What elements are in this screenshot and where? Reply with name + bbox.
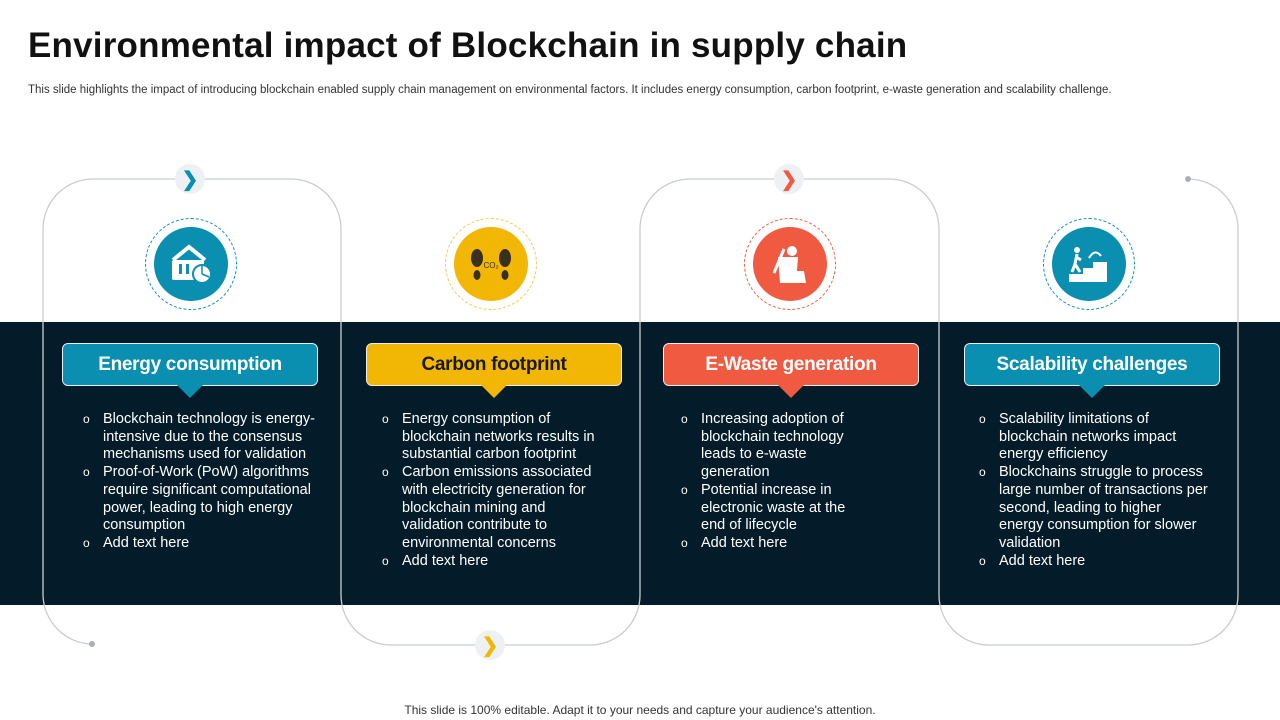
pointer-arrow <box>778 385 804 398</box>
bullets-carbon: Energy consumption of blockchain network… <box>382 411 610 570</box>
pointer-arrow <box>1079 385 1105 398</box>
page-subtitle: This slide highlights the impact of intr… <box>28 84 1112 96</box>
path-end-dot <box>1185 176 1191 182</box>
bullet-item: Blockchain technology is energy-intensiv… <box>83 411 323 464</box>
label-scalability-challenges: Scalability challenges <box>964 343 1220 398</box>
path-start-dot <box>89 641 95 647</box>
card-title: Carbon footprint <box>421 353 567 375</box>
bullet-item: Carbon emissions associated with electri… <box>382 464 610 553</box>
bullet-item: Add text here <box>83 535 323 553</box>
climbing-stairs-icon <box>1043 218 1135 310</box>
card-title: Energy consumption <box>98 353 282 375</box>
label-energy-consumption: Energy consumption <box>62 343 318 398</box>
page-title: Environmental impact of Blockchain in su… <box>28 26 908 65</box>
bullet-item: Increasing adoption of blockchain techno… <box>681 411 861 482</box>
bullet-item: Potential increase in electronic waste a… <box>681 482 861 535</box>
co2-footprint-icon: CO₂ <box>445 218 537 310</box>
bullet-item: Add text here <box>382 553 610 571</box>
card-title: Scalability challenges <box>996 353 1188 375</box>
bullet-item: Energy consumption of blockchain network… <box>382 411 610 464</box>
bullet-item: Blockchains struggle to process large nu… <box>979 464 1209 553</box>
pointer-arrow <box>177 385 203 398</box>
bullet-item: Add text here <box>979 553 1209 571</box>
bullets-energy: Blockchain technology is energy-intensiv… <box>83 411 323 553</box>
bullets-ewaste: Increasing adoption of blockchain techno… <box>681 411 861 553</box>
label-e-waste-generation: E-Waste generation <box>663 343 919 398</box>
card-title: E-Waste generation <box>705 353 877 375</box>
chevron-right-icon: ❯ <box>175 164 205 194</box>
label-carbon-footprint: Carbon footprint <box>366 343 622 398</box>
bullet-item: Add text here <box>681 535 861 553</box>
bullet-item: Proof-of-Work (PoW) algorithms require s… <box>83 464 323 535</box>
chevron-right-icon: ❯ <box>475 630 505 660</box>
svg-text:CO₂: CO₂ <box>483 261 498 270</box>
bullets-scalability: Scalability limitations of blockchain ne… <box>979 411 1209 570</box>
pointer-arrow <box>481 385 507 398</box>
energy-basket-chart-icon <box>145 218 237 310</box>
bullet-item: Scalability limitations of blockchain ne… <box>979 411 1209 464</box>
footer-note: This slide is 100% editable. Adapt it to… <box>404 703 876 717</box>
chevron-right-icon: ❯ <box>774 164 804 194</box>
waste-bin-icon <box>744 218 836 310</box>
